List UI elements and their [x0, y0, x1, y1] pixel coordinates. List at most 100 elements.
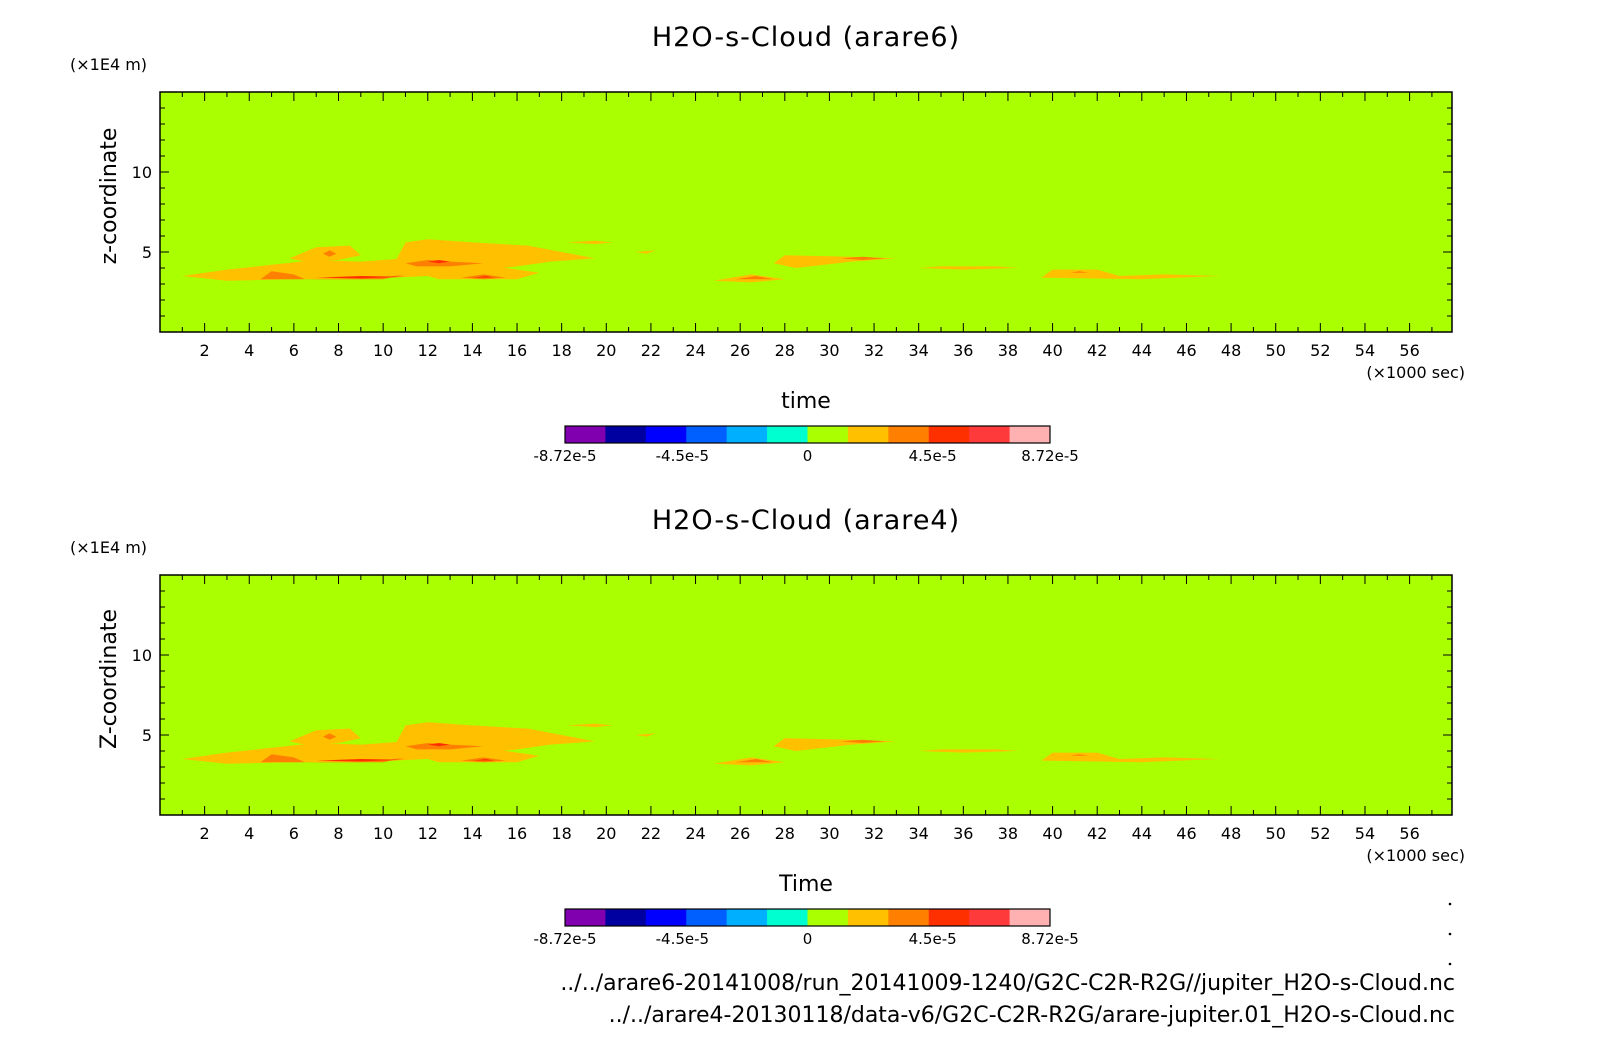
x-tick-label: 28 — [775, 341, 795, 360]
x-tick-label: 10 — [373, 824, 393, 843]
x-tick-label: 44 — [1132, 341, 1152, 360]
colorbar-swatch — [767, 909, 808, 926]
colorbar-swatch — [767, 426, 808, 443]
x-tick-label: 30 — [819, 824, 839, 843]
x-tick-label: 14 — [462, 824, 482, 843]
contour-level-2 — [1070, 754, 1089, 756]
x-tick-label: 36 — [953, 824, 973, 843]
x-tick-label: 6 — [289, 341, 299, 360]
x-tick-label: 8 — [333, 824, 343, 843]
colorbar-tick-label: -8.72e-5 — [534, 930, 597, 948]
contour-level-2 — [322, 250, 337, 257]
x-tick-label: 56 — [1399, 341, 1419, 360]
contour-level-1 — [1041, 269, 1220, 280]
contour-level-2 — [840, 256, 886, 260]
x-tick-label: 48 — [1221, 341, 1241, 360]
colorbar-swatch — [969, 426, 1011, 443]
plot-frame — [159, 91, 1453, 333]
contour-level-1 — [635, 250, 656, 254]
y-tick-label: 5 — [142, 726, 152, 745]
colorbar-tick-label: -8.72e-5 — [534, 447, 597, 465]
colorbar-swatch — [686, 909, 728, 926]
x-tick-label: 32 — [864, 341, 884, 360]
colorbar-tick-label: 8.72e-5 — [1021, 447, 1079, 465]
y-axis-label: z-coordinate — [97, 128, 122, 265]
colorbar-swatch — [605, 909, 647, 926]
x-tick-label: 18 — [551, 341, 571, 360]
x-tick-label: 44 — [1132, 824, 1152, 843]
x-axis-label: Time — [778, 872, 833, 897]
x-tick-label: 52 — [1310, 824, 1330, 843]
x-tick-label: 46 — [1176, 824, 1196, 843]
panel-arare6: H2O-s-Cloud (arare6)(×1E4 m)2 4 6 8 10 12 14 16… — [70, 22, 1465, 465]
x-tick-label: 12 — [418, 824, 438, 843]
x-tick-label: 38 — [998, 824, 1018, 843]
colorbar-swatch — [928, 909, 970, 926]
source-file-2: ../../arare4-20130118/data-v6/G2C-C2R-R2… — [609, 1003, 1455, 1028]
contour-level-2 — [1070, 271, 1089, 273]
colorbar-swatch — [847, 909, 889, 926]
x-tick-label: 46 — [1176, 341, 1196, 360]
contour-level-1 — [635, 733, 656, 737]
x-tick-label: 28 — [775, 824, 795, 843]
contour-level-3 — [316, 276, 406, 279]
colorbar-swatch — [807, 909, 849, 926]
panel-arare4: H2O-s-Cloud (arare4)(×1E4 m)2 4 6 8 10 12 14 16… — [70, 505, 1465, 948]
x-tick-label: 50 — [1266, 341, 1286, 360]
colorbar-swatch — [928, 426, 970, 443]
x-axis-label: time — [781, 389, 831, 414]
x-tick-label: 22 — [641, 824, 661, 843]
colorbar-swatch — [969, 909, 1011, 926]
x-tick-label: 24 — [685, 341, 705, 360]
contour-level-3 — [427, 260, 451, 264]
x-tick-label: 2 — [200, 341, 210, 360]
x-tick-label: 50 — [1266, 824, 1286, 843]
marker-dot — [1448, 932, 1452, 936]
x-tick-label: 18 — [551, 824, 571, 843]
contour-level-2 — [322, 733, 337, 740]
contour-level-2 — [260, 271, 406, 280]
contour-level-1 — [566, 240, 613, 244]
colorbar-swatch — [807, 426, 849, 443]
y-axis-label: Z-coordinate — [97, 609, 122, 749]
colorbar-swatch — [565, 909, 606, 926]
x-tick-label: 2 — [200, 824, 210, 843]
colorbar-swatch — [645, 426, 687, 443]
contour-level-1 — [566, 723, 613, 727]
x-tick-label: 24 — [685, 824, 705, 843]
y-tick-label: 10 — [132, 163, 152, 182]
contour-level-2 — [405, 260, 484, 267]
contour-level-3 — [316, 759, 406, 762]
y-unit-label: (×1E4 m) — [70, 55, 147, 74]
contour-level-2 — [405, 743, 484, 750]
x-tick-label: 48 — [1221, 824, 1241, 843]
contour-layer — [182, 722, 1220, 766]
x-tick-label: 22 — [641, 341, 661, 360]
colorbar-frame — [564, 908, 1051, 927]
colorbar-tick-label: 8.72e-5 — [1021, 930, 1079, 948]
colorbar-swatch — [847, 426, 889, 443]
colorbar-swatch — [1009, 426, 1051, 443]
x-tick-label: 42 — [1087, 341, 1107, 360]
colorbar-swatch — [605, 426, 647, 443]
x-tick-label: 52 — [1310, 341, 1330, 360]
contour-level-3 — [472, 276, 495, 278]
x-tick-label: 34 — [909, 824, 929, 843]
colorbar-swatch — [726, 909, 768, 926]
contour-level-1 — [918, 266, 1020, 270]
x-unit-label: (×1000 sec) — [1366, 846, 1465, 865]
colorbar-tick-label: -4.5e-5 — [656, 930, 709, 948]
colorbar-swatch — [1009, 909, 1051, 926]
x-tick-label: 34 — [909, 341, 929, 360]
x-tick-label: 56 — [1399, 824, 1419, 843]
x-tick-label: 8 — [333, 341, 343, 360]
colorbar-swatch — [888, 426, 930, 443]
colorbar-tick-label: 4.5e-5 — [909, 447, 957, 465]
colorbar-tick-label: -4.5e-5 — [656, 447, 709, 465]
x-tick-label: 32 — [864, 824, 884, 843]
contour-level-3 — [427, 743, 451, 747]
x-tick-label: 36 — [953, 341, 973, 360]
plot-field — [160, 92, 1452, 332]
plot-field — [160, 575, 1452, 815]
